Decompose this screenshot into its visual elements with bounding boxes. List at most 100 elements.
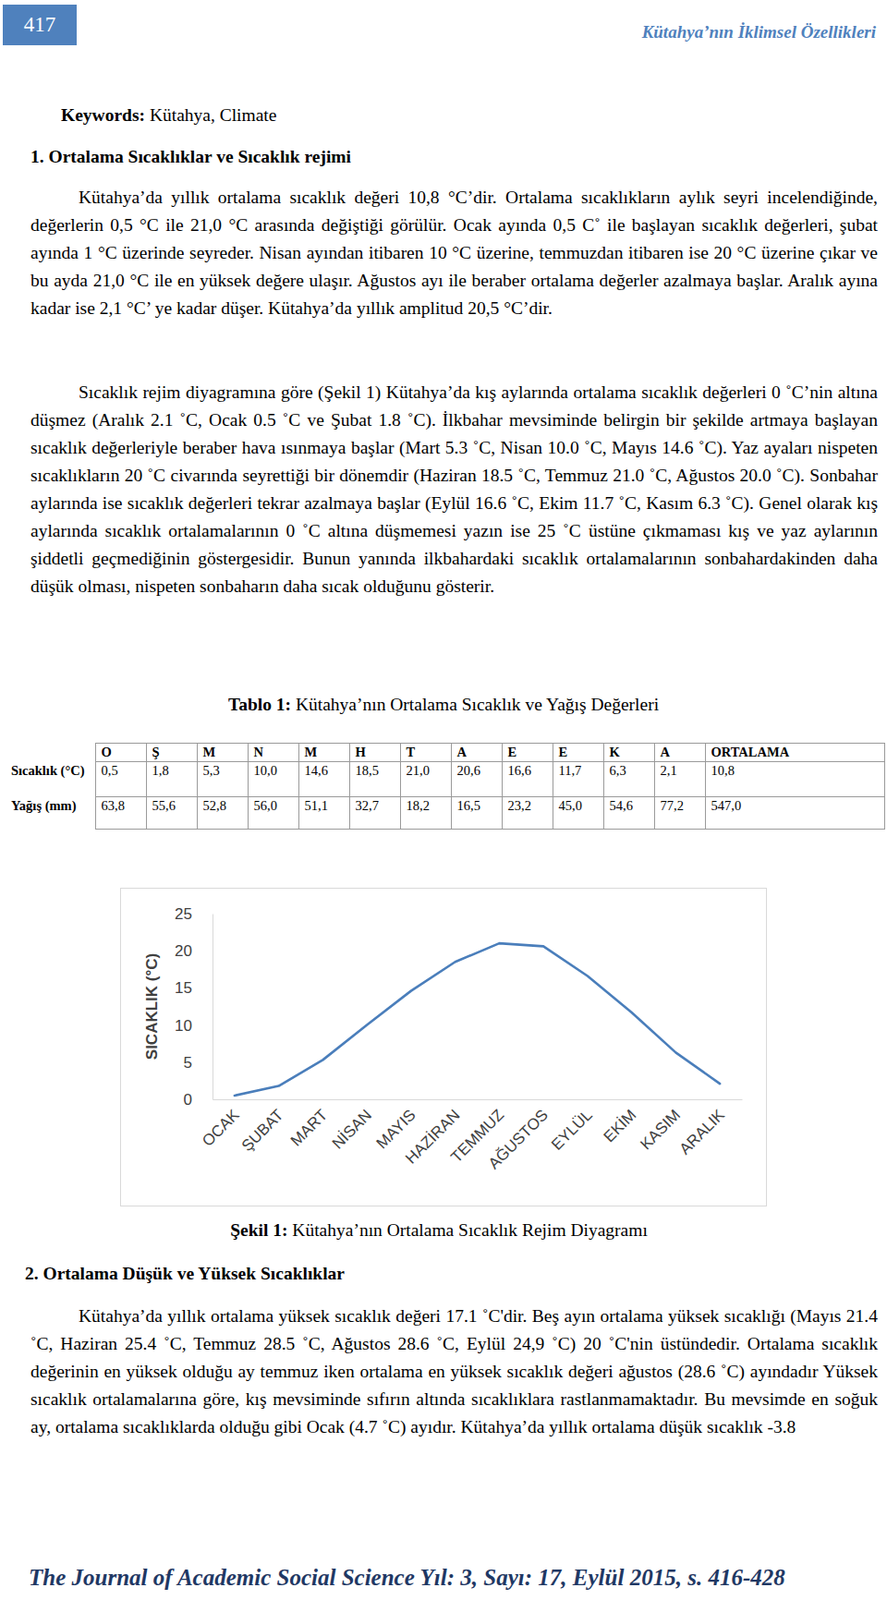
chart: 0 5 10 15 20 25 OCAKŞUBATMARTNİSANMAYISHAZİRAN… xyxy=(120,887,767,1207)
table-cell: 18,5 xyxy=(349,762,401,798)
paragraph-block: Sıcaklık rejim diyagramına göre (Şekil 1… xyxy=(30,378,878,601)
y-tick-label: 10 xyxy=(174,1017,193,1035)
table-cell: 11,7 xyxy=(552,762,604,798)
footer: The Journal of Academic Social Science Y… xyxy=(28,1565,786,1592)
column-header: O xyxy=(95,743,146,763)
paragraph: Kütahya’da yıllık ortalama sıcaklık değe… xyxy=(30,183,878,323)
section-heading: 1. Ortalama Sıcaklıklar ve Sıcaklık reji… xyxy=(30,146,352,168)
table-cell: 52,8 xyxy=(196,797,248,830)
x-tick-label: OCAK xyxy=(198,1105,244,1151)
table-cell: 51,1 xyxy=(298,797,350,830)
x-tick-label: EYLÜL xyxy=(547,1105,596,1155)
table-cell: 0,5 xyxy=(95,762,146,798)
figure-caption: Şekil 1: Kütahya’nın Ortalama Sıcaklık R… xyxy=(0,1220,878,1241)
column-header: T xyxy=(400,743,451,763)
column-header: ORTALAMA xyxy=(704,743,885,763)
table-cell: 14,6 xyxy=(298,762,350,798)
column-header: K xyxy=(603,743,655,763)
x-tick-label: AĞUSTOS xyxy=(485,1105,552,1173)
y-tick-label: 15 xyxy=(174,979,193,997)
column-header: A xyxy=(450,743,502,763)
x-axis-line xyxy=(213,1099,743,1101)
table-cell: 5,3 xyxy=(196,762,248,798)
y-axis-line xyxy=(212,914,214,1101)
table-cell: 32,7 xyxy=(349,797,401,830)
running-title: Kütahya’nın İklimsel Özellikleri xyxy=(642,22,876,43)
x-axis: OCAKŞUBATMARTNİSANMAYISHAZİRANTEMMUZAĞUS… xyxy=(198,1099,742,1173)
y-tick-label: 5 xyxy=(183,1054,193,1072)
x-tick-label: ŞUBAT xyxy=(238,1105,288,1155)
keywords: Keywords: Kütahya, Climate xyxy=(60,105,277,126)
section-heading: 2. Ortalama Düşük ve Yüksek Sıcaklıklar xyxy=(24,1263,345,1285)
plot-area xyxy=(234,943,720,1096)
table-cell: 20,6 xyxy=(450,762,502,798)
keywords-text: Kütahya, Climate xyxy=(149,105,278,125)
x-tick: MART xyxy=(287,1099,331,1151)
y-tick: 25 xyxy=(174,905,213,924)
table-cell: 55,6 xyxy=(145,797,197,830)
table-title-text: Kütahya’nın Ortalama Sıcaklık ve Yağış D… xyxy=(295,694,659,715)
row-label: Yağış (mm) xyxy=(5,797,96,830)
chart-frame xyxy=(121,888,767,1207)
table-cell: 18,2 xyxy=(400,797,451,830)
table-cell: 63,8 xyxy=(95,797,146,830)
figure-caption-text: Kütahya’nın Ortalama Sıcaklık Rejim Diya… xyxy=(291,1220,647,1240)
data-table: OŞMNMHTAEEKAORTALAMASıcaklık (°C)0,51,85… xyxy=(5,742,886,830)
table-cell: 10,0 xyxy=(247,762,299,798)
x-tick: NİSAN xyxy=(328,1099,376,1154)
x-tick-label: EKİM xyxy=(600,1105,641,1146)
table-cell: 45,0 xyxy=(552,797,604,830)
y-tick-label: 0 xyxy=(183,1091,193,1109)
page-number: 417 xyxy=(2,4,77,46)
y-tick-label: 25 xyxy=(174,905,193,924)
x-tick-label: NİSAN xyxy=(328,1105,376,1153)
table-label: Tablo 1: xyxy=(228,694,292,715)
table-cell: 54,6 xyxy=(603,797,655,830)
y-tick: 5 xyxy=(183,1054,213,1072)
x-tick: ŞUBAT xyxy=(238,1099,288,1155)
paragraph-block: Kütahya’da yıllık ortalama sıcaklık değe… xyxy=(30,183,878,323)
table-cell: 6,3 xyxy=(603,762,655,798)
x-tick: ARALIK xyxy=(676,1099,730,1159)
y-tick: 10 xyxy=(174,1017,213,1035)
y-axis: 0 5 10 15 20 25 xyxy=(174,905,213,1109)
y-axis-title: SICAKLIK (°C) xyxy=(143,953,161,1060)
y-tick: 20 xyxy=(174,942,213,960)
table-cell: 23,2 xyxy=(501,797,553,830)
paragraph: Kütahya’da yıllık ortalama yüksek sıcakl… xyxy=(30,1302,878,1442)
figure-label: Şekil 1: xyxy=(230,1220,288,1240)
x-tick-label: ARALIK xyxy=(676,1105,730,1159)
table-corner xyxy=(5,743,96,763)
column-header: M xyxy=(298,743,350,763)
x-tick-label: MART xyxy=(287,1105,331,1150)
y-tick: 0 xyxy=(183,1091,213,1109)
temperature-line xyxy=(234,943,720,1096)
x-tick: OCAK xyxy=(198,1099,244,1151)
table-cell: 1,8 xyxy=(145,762,197,798)
column-header: A xyxy=(654,743,705,763)
table-cell: 547,0 xyxy=(704,797,885,830)
keywords-label: Keywords: xyxy=(60,105,146,125)
table-cell: 2,1 xyxy=(654,762,705,798)
paragraph: Sıcaklık rejim diyagramına göre (Şekil 1… xyxy=(30,378,878,601)
paragraph-block: Kütahya’da yıllık ortalama yüksek sıcakl… xyxy=(30,1302,878,1442)
row-label: Sıcaklık (°C) xyxy=(5,762,96,798)
y-tick: 15 xyxy=(174,979,213,997)
table-cell: 77,2 xyxy=(654,797,705,830)
table-cell: 16,6 xyxy=(501,762,553,798)
x-tick: EYLÜL xyxy=(547,1099,596,1155)
column-header: H xyxy=(349,743,401,763)
column-header: E xyxy=(501,743,553,763)
table-cell: 10,8 xyxy=(704,762,885,798)
column-header: E xyxy=(552,743,604,763)
table-cell: 16,5 xyxy=(450,797,502,830)
table-cell: 56,0 xyxy=(247,797,299,830)
x-tick: EKİM xyxy=(600,1099,641,1146)
column-header: N xyxy=(247,743,299,763)
column-header: M xyxy=(196,743,248,763)
x-tick: AĞUSTOS xyxy=(485,1099,552,1173)
table-title: Tablo 1: Kütahya’nın Ortalama Sıcaklık v… xyxy=(0,694,887,716)
table-cell: 21,0 xyxy=(400,762,451,798)
y-tick-label: 20 xyxy=(174,942,193,960)
column-header: Ş xyxy=(145,743,197,763)
